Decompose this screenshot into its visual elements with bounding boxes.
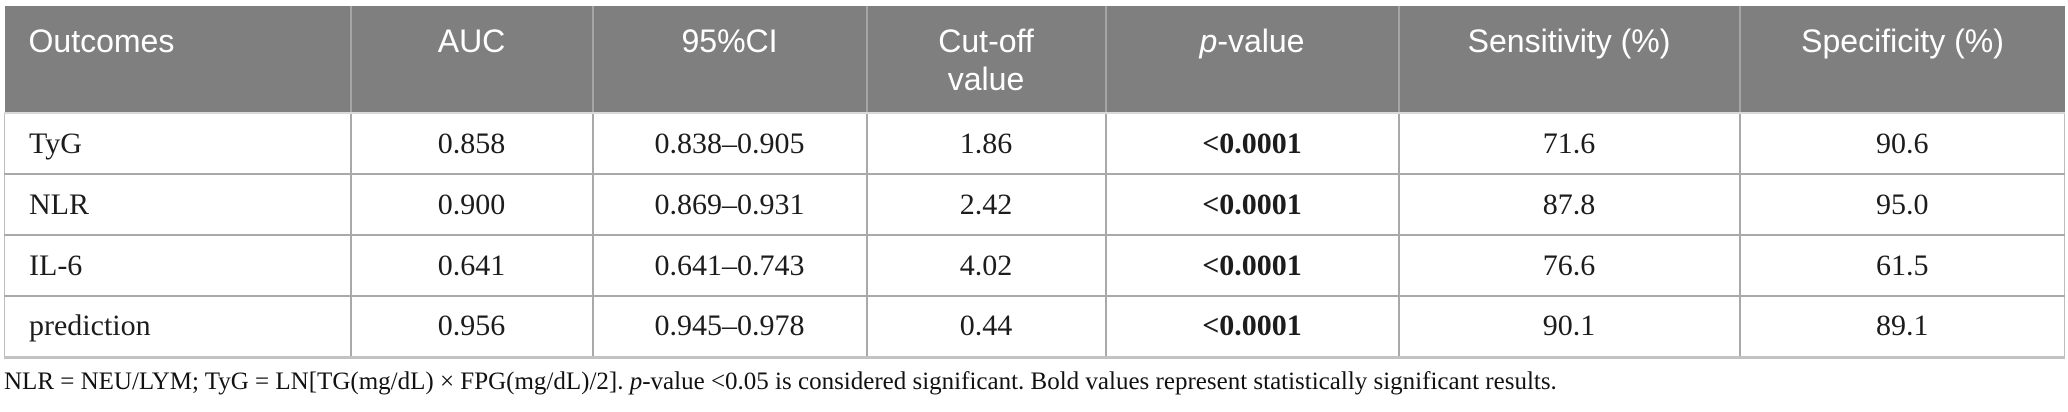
header-outcomes: Outcomes — [4, 6, 352, 114]
table-row-tyg: TyG 0.858 0.838–0.905 1.86 <0.0001 71.6 … — [4, 113, 2065, 175]
cell-specificity: 90.6 — [1739, 113, 2065, 175]
cell-pvalue: <0.0001 — [1105, 174, 1400, 236]
header-row: Outcomes AUC 95%CI Cut-off value p-value… — [4, 6, 2065, 114]
cell-cutoff: 1.86 — [866, 113, 1107, 175]
cell-specificity: 61.5 — [1739, 235, 2065, 297]
cell-outcome: prediction — [4, 296, 352, 359]
table-row-il6: IL-6 0.641 0.641–0.743 4.02 <0.0001 76.6… — [4, 235, 2065, 297]
cell-pvalue: <0.0001 — [1105, 235, 1400, 297]
table-body: TyG 0.858 0.838–0.905 1.86 <0.0001 71.6 … — [4, 113, 2065, 359]
header-sensitivity: Sensitivity (%) — [1398, 6, 1741, 114]
cell-ci: 0.641–0.743 — [592, 235, 868, 297]
cell-pvalue: <0.0001 — [1105, 113, 1400, 175]
cell-cutoff: 2.42 — [866, 174, 1107, 236]
cell-cutoff: 0.44 — [866, 296, 1107, 359]
cell-auc: 0.641 — [350, 235, 594, 297]
cell-outcome: IL-6 — [4, 235, 352, 297]
cell-specificity: 89.1 — [1739, 296, 2065, 359]
cell-sensitivity: 76.6 — [1398, 235, 1741, 297]
cell-auc: 0.900 — [350, 174, 594, 236]
footnote-italic-p: p — [629, 368, 643, 395]
header-cutoff: Cut-off value — [866, 6, 1107, 114]
cell-outcome: TyG — [4, 113, 352, 175]
header-pvalue-p: p — [1199, 23, 1218, 59]
cell-ci: 0.869–0.931 — [592, 174, 868, 236]
cell-auc: 0.858 — [350, 113, 594, 175]
header-ci: 95%CI — [592, 6, 868, 114]
cell-ci: 0.945–0.978 — [592, 296, 868, 359]
cell-sensitivity: 90.1 — [1398, 296, 1741, 359]
cell-specificity: 95.0 — [1739, 174, 2065, 236]
cell-sensitivity: 87.8 — [1398, 174, 1741, 236]
cell-ci: 0.838–0.905 — [592, 113, 868, 175]
roc-analysis-table: Outcomes AUC 95%CI Cut-off value p-value… — [4, 6, 2065, 359]
cell-auc: 0.956 — [350, 296, 594, 359]
cell-cutoff: 4.02 — [866, 235, 1107, 297]
footnote-part1: NLR = NEU/LYM; TyG = LN[TG(mg/dL) × FPG(… — [4, 368, 630, 395]
header-auc: AUC — [350, 6, 594, 114]
table-row-nlr: NLR 0.900 0.869–0.931 2.42 <0.0001 87.8 … — [4, 174, 2065, 236]
cell-sensitivity: 71.6 — [1398, 113, 1741, 175]
header-pvalue-rest: -value — [1217, 23, 1305, 59]
header-pvalue: p-value — [1105, 6, 1400, 114]
footnote-part2: -value <0.05 is considered significant. … — [642, 368, 1557, 395]
table-header: Outcomes AUC 95%CI Cut-off value p-value… — [4, 6, 2065, 114]
table-row-prediction: prediction 0.956 0.945–0.978 0.44 <0.000… — [4, 296, 2065, 359]
cell-pvalue: <0.0001 — [1105, 296, 1400, 359]
header-cutoff-label: Cut-off value — [938, 23, 1034, 97]
table-footnote: NLR = NEU/LYM; TyG = LN[TG(mg/dL) × FPG(… — [4, 366, 2060, 398]
cell-outcome: NLR — [4, 174, 352, 236]
header-specificity: Specificity (%) — [1739, 6, 2065, 114]
